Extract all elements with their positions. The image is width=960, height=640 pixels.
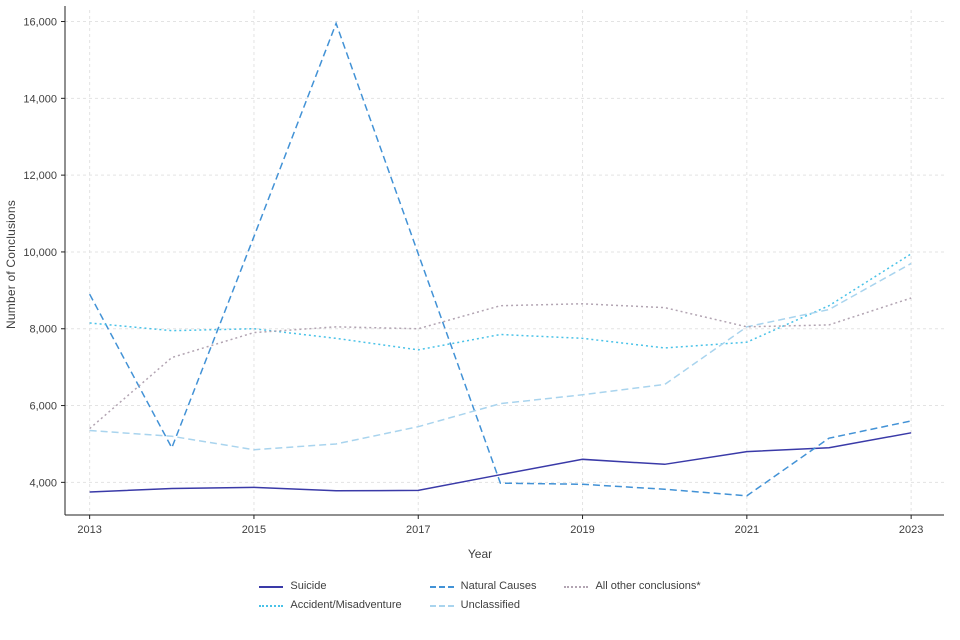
svg-text:2017: 2017 <box>406 524 430 536</box>
legend-line-natural-causes <box>429 585 454 588</box>
svg-text:16,000: 16,000 <box>23 17 57 29</box>
svg-text:2015: 2015 <box>242 524 266 536</box>
legend-line-unclassified <box>429 604 454 607</box>
svg-text:2021: 2021 <box>735 524 759 536</box>
legend-item-all-other-conclusions: All other conclusions* <box>564 580 701 592</box>
legend-line-accident-misadventure <box>259 604 284 607</box>
legend-label-natural-causes: Natural Causes <box>460 580 537 592</box>
svg-text:14,000: 14,000 <box>23 93 57 105</box>
y-axis-title: Number of Conclusions <box>4 200 18 329</box>
svg-text:8,000: 8,000 <box>29 324 57 336</box>
svg-text:12,000: 12,000 <box>23 170 57 182</box>
chart-legend: Suicide Natural Causes All other conclus… <box>0 581 960 611</box>
svg-text:2023: 2023 <box>899 524 923 536</box>
legend-item-unclassified: Unclassified <box>429 599 520 611</box>
x-axis-title: Year <box>467 547 493 561</box>
legend-item-accident-misadventure: Accident/Misadventure <box>259 599 402 611</box>
legend-label-all-other-conclusions: All other conclusions* <box>595 580 701 592</box>
line-chart: 4,000 6,000 8,000 10,000 12,000 14,000 16,000 2… <box>23 6 944 536</box>
svg-text:2013: 2013 <box>77 524 101 536</box>
svg-text:6,000: 6,000 <box>29 401 57 413</box>
legend-label-unclassified: Unclassified <box>460 599 520 611</box>
legend-item-natural-causes: Natural Causes <box>429 580 537 592</box>
svg-text:2019: 2019 <box>570 524 594 536</box>
legend-line-suicide <box>259 585 284 588</box>
legend-line-all-other-conclusions <box>564 585 589 588</box>
svg-text:4,000: 4,000 <box>29 477 57 489</box>
legend-label-accident-misadventure: Accident/Misadventure <box>290 599 402 611</box>
legend-label-suicide: Suicide <box>290 580 327 592</box>
svg-text:10,000: 10,000 <box>23 247 57 259</box>
legend-item-suicide: Suicide <box>259 581 326 592</box>
